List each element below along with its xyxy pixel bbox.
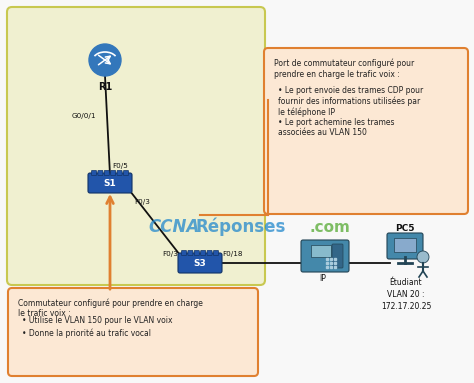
FancyBboxPatch shape bbox=[332, 244, 343, 268]
Text: F0/5: F0/5 bbox=[112, 163, 128, 169]
FancyBboxPatch shape bbox=[311, 245, 331, 257]
Text: Port de commutateur configuré pour
prendre en charge le trafic voix :: Port de commutateur configuré pour prend… bbox=[274, 59, 414, 79]
Text: S1: S1 bbox=[104, 180, 117, 188]
Text: F0/3: F0/3 bbox=[162, 251, 178, 257]
Text: • Le port envoie des trames CDP pour
fournir des informations utilisées par
le t: • Le port envoie des trames CDP pour fou… bbox=[278, 86, 423, 117]
FancyBboxPatch shape bbox=[264, 48, 468, 214]
Circle shape bbox=[89, 44, 121, 76]
Text: CCNA: CCNA bbox=[148, 218, 199, 236]
Circle shape bbox=[417, 251, 429, 263]
Text: F0/18: F0/18 bbox=[222, 251, 243, 257]
FancyBboxPatch shape bbox=[88, 173, 132, 193]
Text: G0/0/1: G0/0/1 bbox=[72, 113, 97, 119]
FancyBboxPatch shape bbox=[111, 170, 116, 175]
FancyBboxPatch shape bbox=[98, 170, 103, 175]
FancyBboxPatch shape bbox=[7, 7, 265, 285]
Text: Réponses: Réponses bbox=[196, 218, 286, 236]
Text: R1: R1 bbox=[98, 82, 112, 92]
FancyBboxPatch shape bbox=[117, 170, 122, 175]
Text: PC5: PC5 bbox=[395, 224, 415, 233]
FancyBboxPatch shape bbox=[182, 250, 186, 255]
FancyBboxPatch shape bbox=[394, 238, 416, 252]
FancyBboxPatch shape bbox=[104, 170, 109, 175]
Text: IP: IP bbox=[319, 274, 327, 283]
FancyBboxPatch shape bbox=[194, 250, 199, 255]
FancyBboxPatch shape bbox=[188, 250, 193, 255]
Text: • Donne la priorité au trafic vocal: • Donne la priorité au trafic vocal bbox=[22, 328, 151, 337]
FancyBboxPatch shape bbox=[301, 240, 349, 272]
Text: S3: S3 bbox=[193, 260, 206, 268]
FancyBboxPatch shape bbox=[207, 250, 212, 255]
FancyBboxPatch shape bbox=[8, 288, 258, 376]
FancyBboxPatch shape bbox=[178, 253, 222, 273]
Text: F0/3: F0/3 bbox=[134, 199, 150, 205]
FancyBboxPatch shape bbox=[201, 250, 206, 255]
Text: • Utilise le VLAN 150 pour le VLAN voix: • Utilise le VLAN 150 pour le VLAN voix bbox=[22, 316, 173, 325]
Text: .com: .com bbox=[310, 220, 351, 235]
Text: Étudiant
VLAN 20 :
172.17.20.25: Étudiant VLAN 20 : 172.17.20.25 bbox=[381, 278, 431, 311]
Text: Commutateur configuré pour prendre en charge
le trafic voix :: Commutateur configuré pour prendre en ch… bbox=[18, 298, 203, 318]
FancyBboxPatch shape bbox=[91, 170, 97, 175]
Text: • Le port achemine les trames
associées au VLAN 150: • Le port achemine les trames associées … bbox=[278, 118, 394, 137]
FancyBboxPatch shape bbox=[387, 233, 423, 259]
FancyBboxPatch shape bbox=[213, 250, 219, 255]
FancyBboxPatch shape bbox=[124, 170, 128, 175]
